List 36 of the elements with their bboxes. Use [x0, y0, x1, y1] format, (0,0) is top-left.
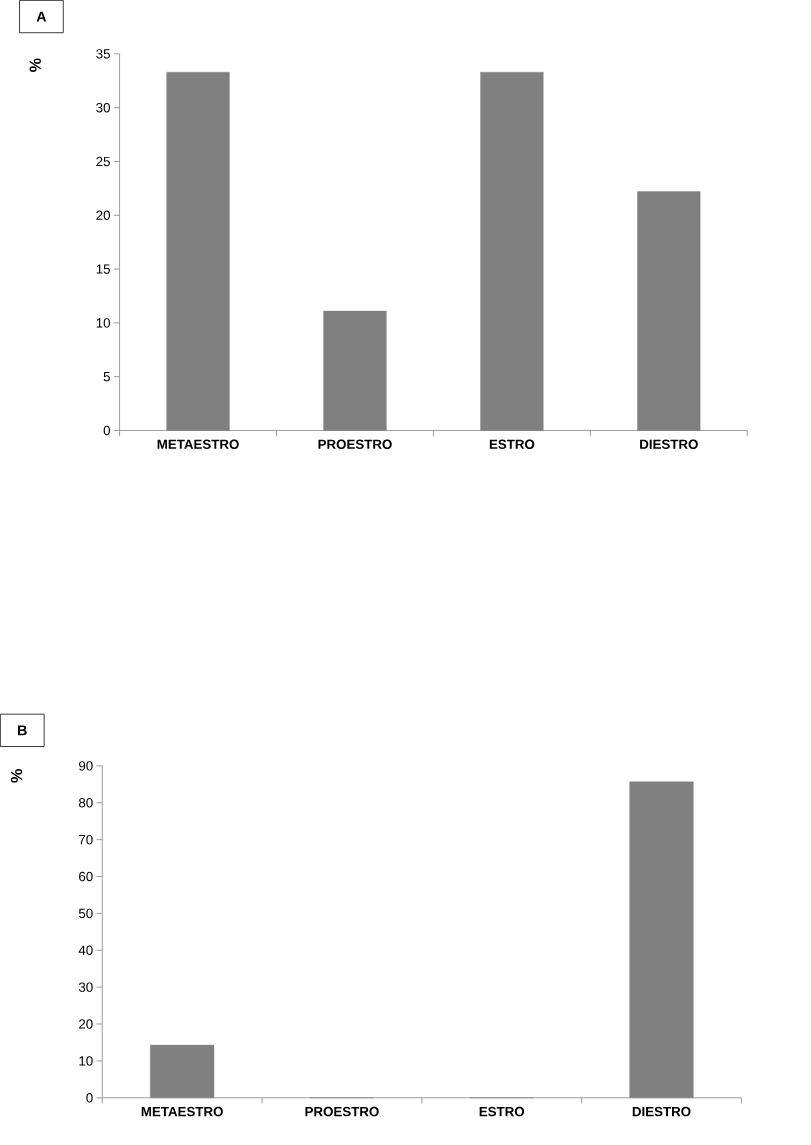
y-tick-label: 70	[79, 834, 93, 845]
y-tick-label: 35	[96, 49, 111, 59]
y-tick-label: 20	[79, 1019, 93, 1029]
bar	[150, 1044, 215, 1098]
bar	[166, 71, 230, 431]
y-tick-label: 10	[96, 318, 111, 328]
y-tick-label: 80	[79, 798, 93, 808]
x-tick-label: DIESTRO	[640, 439, 698, 449]
y-tick-label: 25	[96, 156, 111, 167]
bar	[637, 191, 701, 431]
y-tick-label: 15	[96, 264, 111, 274]
x-tick-label: ESTRO	[479, 1106, 525, 1117]
x-tick-label: PROESTRO	[318, 439, 392, 449]
y-tick-label: 50	[79, 908, 93, 919]
x-tick-label: DIESTRO	[632, 1106, 691, 1117]
x-tick-label: METAESTRO	[141, 1106, 223, 1117]
bar	[323, 310, 387, 431]
x-tick-label: PROESTRO	[305, 1106, 379, 1117]
y-tick-label: 0	[103, 425, 111, 436]
y-tick-label: 30	[96, 102, 111, 113]
bar	[629, 781, 694, 1098]
y-tick-label: 20	[96, 210, 111, 220]
y-tick-label: 10	[79, 1056, 93, 1066]
y-tick-label: 40	[78, 945, 93, 955]
y-tick-label: 0	[86, 1093, 93, 1103]
bar	[480, 71, 544, 431]
y-tick-label: 60	[79, 871, 93, 882]
x-tick-label: ESTRO	[489, 439, 535, 449]
chart-title: A	[36, 11, 47, 22]
x-tick-label: METAESTRO	[157, 439, 239, 449]
y-tick-label: 5	[103, 372, 111, 382]
y-axis-title: %	[29, 58, 41, 72]
y-axis-title: %	[10, 769, 23, 783]
y-tick-label: 90	[79, 761, 93, 771]
chart-title: B	[18, 725, 27, 736]
y-tick-label: 30	[79, 982, 93, 992]
